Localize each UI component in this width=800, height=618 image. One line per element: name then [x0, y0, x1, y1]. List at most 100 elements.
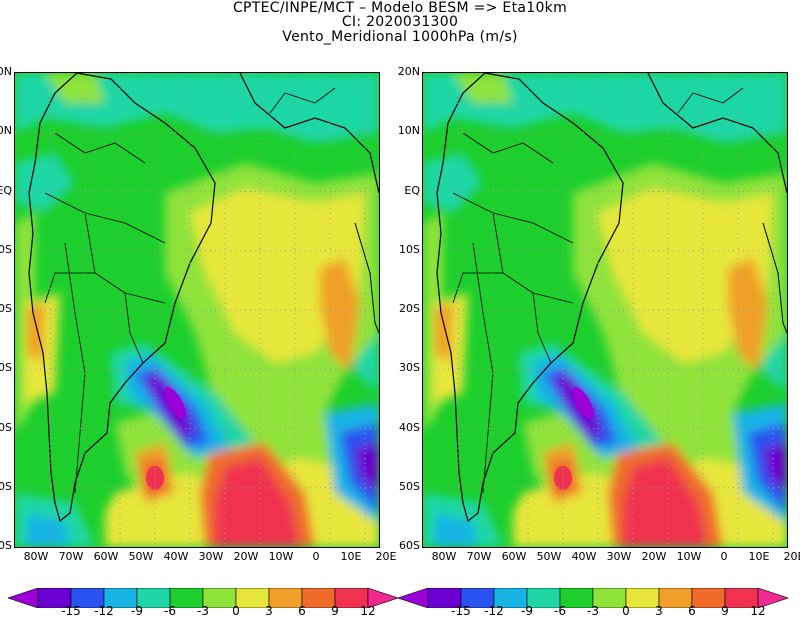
colorbar-cell: [397, 587, 429, 609]
min-core: [572, 387, 594, 419]
colorbar-label-right: -3: [587, 604, 599, 618]
colorbar-label-left: 0: [232, 604, 240, 618]
colorbar-label-left: 12: [360, 604, 376, 618]
wind-contour-23: [433, 513, 478, 547]
wind-contour-14: [215, 458, 300, 547]
country-border-4: [532, 292, 552, 364]
wind-contour-5: [728, 258, 768, 373]
lat-tick-label-left: 10S: [0, 242, 12, 256]
colorbar-label-left: -12: [94, 604, 114, 618]
lat-tick-label-left: 30S: [0, 361, 12, 375]
variable-label: Vento_Meridional 1000hPa (m/s): [282, 29, 518, 45]
lon-tick-label-left: 30W: [198, 550, 224, 563]
africa-coastline-south: [354, 222, 379, 334]
country-border-5: [44, 272, 95, 304]
lat-tick-label-right: 10N: [397, 124, 420, 138]
colorbar-label-left: -3: [197, 604, 209, 618]
lon-tick-label-right: 70W: [466, 550, 492, 563]
colorbar-label-right: -6: [554, 604, 566, 618]
country-border-1: [44, 192, 166, 244]
colorbar-label-right: 9: [721, 604, 729, 618]
lon-tick-label-left: 40W: [163, 550, 189, 563]
africa-coastline-south: [762, 222, 787, 334]
wind-contour-23: [25, 513, 70, 547]
wind-contour-5: [320, 258, 360, 373]
colorbar-right: [397, 587, 789, 612]
lon-tick-label-left: 60W: [93, 550, 119, 563]
wind-contour-8: [27, 303, 45, 363]
lat-tick-label-left: 20S: [0, 302, 12, 315]
south-america-coastline: [436, 73, 624, 523]
wind-contour-14: [623, 458, 708, 547]
country-border-0: [54, 132, 146, 164]
lat-tick-label-right: 30S: [399, 361, 420, 375]
africa-coastline: [647, 73, 787, 194]
lon-tick-label-right: 30W: [606, 550, 632, 563]
lat-tick-label-right: 60S: [399, 539, 420, 552]
map-panel-right: [422, 72, 788, 548]
country-border-2: [492, 212, 574, 304]
wind-contour-25: [673, 83, 787, 143]
colorbar-label-left: -15: [61, 604, 81, 618]
colorbar-label-right: -12: [484, 604, 504, 618]
lat-tick-label-right: 50S: [399, 479, 420, 493]
south-america-coastline: [28, 73, 216, 523]
africa-border: [269, 87, 336, 114]
wind-contour-24: [45, 73, 105, 103]
wind-field-map-right: [423, 73, 787, 547]
lon-tick-label-left: 10W: [268, 550, 294, 563]
colorbar-label-left: -6: [164, 604, 176, 618]
map-panel-left: [14, 72, 380, 548]
country-border-1: [452, 192, 574, 244]
lon-tick-label-right: 10E: [748, 550, 770, 563]
country-border-5: [452, 272, 503, 304]
lon-tick-label-left: 80W: [23, 550, 49, 563]
lat-tick-label-left: 20N: [0, 65, 12, 78]
colorbar-cell: [367, 587, 399, 609]
lon-tick-label-right: 50W: [536, 550, 562, 563]
lat-tick-label-right: 20N: [397, 65, 420, 78]
lat-tick-label-right: 40S: [399, 420, 420, 434]
colorbar-label-right: -15: [451, 604, 471, 618]
lon-tick-label-left: 70W: [58, 550, 84, 563]
wind-contour-21: [763, 443, 787, 493]
colorbar-cell: [7, 587, 39, 609]
lon-tick-label-right: 40W: [571, 550, 597, 563]
lat-tick-label-right: EQ: [404, 183, 420, 197]
country-border-4: [124, 292, 144, 364]
lat-tick-label-right: 20S: [399, 302, 420, 315]
wind-contour-21: [355, 443, 379, 493]
colorbar-label-right: 6: [688, 604, 696, 618]
lon-tick-label-right: 20E: [783, 550, 800, 563]
colorbar-label-left: -9: [131, 604, 143, 618]
wind-contour-4: [598, 188, 773, 363]
wind-contour-24: [453, 73, 513, 103]
country-border-2: [84, 212, 166, 304]
colorbar-label-left: 9: [331, 604, 339, 618]
lat-tick-label-left: EQ: [0, 183, 12, 197]
lon-tick-label-left: 50W: [128, 550, 154, 563]
lon-tick-label-left: 10E: [340, 550, 362, 563]
lon-tick-label-right: 10W: [676, 550, 702, 563]
lon-tick-label-right: 80W: [431, 550, 457, 563]
chart-title: CPTEC/INPE/MCT – Modelo BESM => Eta10km: [232, 0, 568, 16]
lat-tick-label-left: 60S: [0, 539, 12, 552]
initial-condition-label: CI: 2020031300: [341, 14, 459, 30]
colorbar-label-right: 0: [622, 604, 630, 618]
wind-contour-25: [265, 83, 379, 143]
colorbar-label-left: 6: [298, 604, 306, 618]
colorbar-label-right: -9: [521, 604, 533, 618]
colorbar-label-right: 12: [750, 604, 766, 618]
lon-tick-label-right: 0: [720, 550, 728, 563]
min-core: [164, 387, 186, 419]
africa-border: [677, 87, 744, 114]
country-border-0: [462, 132, 554, 164]
colorbar-svg-left: [7, 587, 399, 609]
wind-field-map-left: [15, 73, 379, 547]
lon-tick-label-left: 0: [312, 550, 320, 563]
colorbar-label-left: 3: [265, 604, 273, 618]
africa-coastline: [239, 73, 379, 194]
colorbar-label-right: 3: [655, 604, 663, 618]
lon-tick-label-left: 20W: [233, 550, 259, 563]
lat-tick-label-left: 10N: [0, 124, 12, 138]
